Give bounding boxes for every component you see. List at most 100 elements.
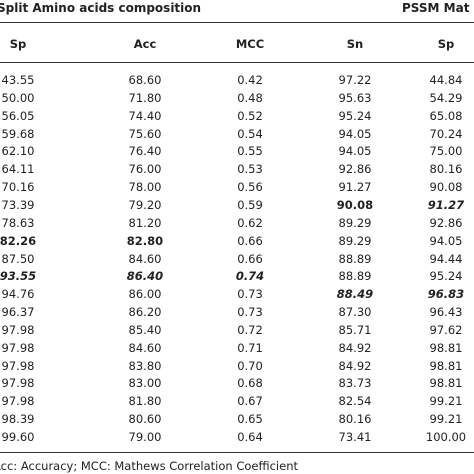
table-cell: 76.00 <box>128 162 162 177</box>
table-cell: 96.83 <box>427 287 465 302</box>
table-cell: 75.00 <box>429 144 463 159</box>
table-cell: 91.27 <box>338 180 372 195</box>
table-cell: 100.00 <box>425 430 467 444</box>
table-cell: 97.98 <box>1 340 35 355</box>
table-cell: 81.20 <box>128 215 162 230</box>
table-cell: 83.00 <box>128 376 162 391</box>
table-cell: 44.84 <box>429 73 463 87</box>
table-cell: 88.89 <box>338 269 372 284</box>
table-cell: 99.21 <box>429 394 463 409</box>
group-title: PSSM Mat <box>402 1 470 15</box>
table-cell: 97.62 <box>429 322 463 337</box>
column-header: Sp <box>9 37 27 51</box>
table-cell: 59.68 <box>1 126 35 141</box>
table-cell: 98.39 <box>1 412 35 427</box>
table-cell: 54.29 <box>429 90 463 105</box>
table-cell: 98.81 <box>429 358 463 373</box>
table-cell: 0.62 <box>237 215 263 230</box>
table-cell: 80.60 <box>128 412 162 427</box>
rule <box>0 62 474 63</box>
table-cell: 86.00 <box>128 287 162 302</box>
table-cell: 75.60 <box>128 126 162 141</box>
table-cell: 88.49 <box>336 287 374 302</box>
table-cell: 88.89 <box>338 251 372 266</box>
table-cell: 56.05 <box>1 108 35 123</box>
column-header: MCC <box>235 37 265 51</box>
table-cell: 79.00 <box>128 430 162 444</box>
table-cell: 96.37 <box>1 305 35 320</box>
table-cell: 93.55 <box>0 269 37 284</box>
table-cell: 78.63 <box>1 215 35 230</box>
table-cell: 97.98 <box>1 394 35 409</box>
table-cell: 76.40 <box>128 144 162 159</box>
table-cell: 84.92 <box>338 340 372 355</box>
table-cell: 0.52 <box>237 108 263 123</box>
table-cell: 0.67 <box>237 394 263 409</box>
table-cell: 50.00 <box>1 90 35 105</box>
table-cell: 0.48 <box>237 90 263 105</box>
table-cell: 65.08 <box>429 108 463 123</box>
table-cell: 90.08 <box>429 180 463 195</box>
table-cell: 0.73 <box>237 287 263 302</box>
table-cell: 62.10 <box>1 144 35 159</box>
table-cell: 70.16 <box>1 180 35 195</box>
table-cell: 94.44 <box>429 251 463 266</box>
table-cell: 0.55 <box>237 144 263 159</box>
column-header: Acc <box>133 37 157 51</box>
rule <box>0 452 474 453</box>
table-cell: 84.92 <box>338 358 372 373</box>
table-cell: 94.76 <box>1 287 35 302</box>
table-cell: 99.60 <box>1 430 35 444</box>
table-cell: 84.60 <box>128 340 162 355</box>
table-cell: 95.24 <box>429 269 463 284</box>
table-cell: 0.66 <box>237 251 263 266</box>
table-cell: 73.39 <box>1 197 35 212</box>
table-cell: 0.68 <box>237 376 263 391</box>
table-cell: 0.53 <box>237 162 263 177</box>
table-cell: 97.98 <box>1 322 35 337</box>
table-cell: 74.40 <box>128 108 162 123</box>
table-cell: 82.26 <box>0 233 37 248</box>
table-cell: 95.24 <box>338 108 372 123</box>
column-header: Sn <box>346 37 364 51</box>
table-cell: 0.66 <box>237 233 263 248</box>
table-cell: 94.05 <box>338 144 372 159</box>
table-cell: 92.86 <box>429 215 463 230</box>
table-cell: 85.71 <box>338 322 372 337</box>
table-cell: 83.73 <box>338 376 372 391</box>
table-cell: 0.73 <box>237 305 263 320</box>
table-cell: 89.29 <box>338 233 372 248</box>
table-cell: 0.72 <box>237 322 263 337</box>
table-cell: 84.60 <box>128 251 162 266</box>
rule <box>0 22 474 23</box>
table-cell: 86.20 <box>128 305 162 320</box>
table-cell: 0.42 <box>237 73 263 87</box>
table-cell: 71.80 <box>128 90 162 105</box>
table-cell: 90.08 <box>336 197 374 212</box>
table-cell: 43.55 <box>1 73 35 87</box>
table-cell: 70.24 <box>429 126 463 141</box>
table-cell: 0.54 <box>237 126 263 141</box>
table-cell: 0.71 <box>237 340 263 355</box>
table-cell: 94.05 <box>338 126 372 141</box>
table-cell: 86.40 <box>126 269 164 284</box>
table-cell: 99.21 <box>429 412 463 427</box>
table-cell: 87.50 <box>1 251 35 266</box>
table-cell: 92.86 <box>338 162 372 177</box>
table-cell: 82.54 <box>338 394 372 409</box>
table-cell: 97.98 <box>1 376 35 391</box>
table-cell: 96.43 <box>429 305 463 320</box>
table-cell: 80.16 <box>338 412 372 427</box>
table-cell: 87.30 <box>338 305 372 320</box>
table-cell: 82.80 <box>126 233 164 248</box>
table-cell: 0.70 <box>237 358 263 373</box>
table-cell: 78.00 <box>128 180 162 195</box>
table-cell: 0.56 <box>237 180 263 195</box>
table-cell: 0.74 <box>235 269 265 284</box>
table-cell: 98.81 <box>429 376 463 391</box>
table-cell: 73.41 <box>338 430 372 444</box>
table-cell: 0.64 <box>237 430 263 444</box>
table-cell: 79.20 <box>128 197 162 212</box>
table-cell: 0.65 <box>237 412 263 427</box>
